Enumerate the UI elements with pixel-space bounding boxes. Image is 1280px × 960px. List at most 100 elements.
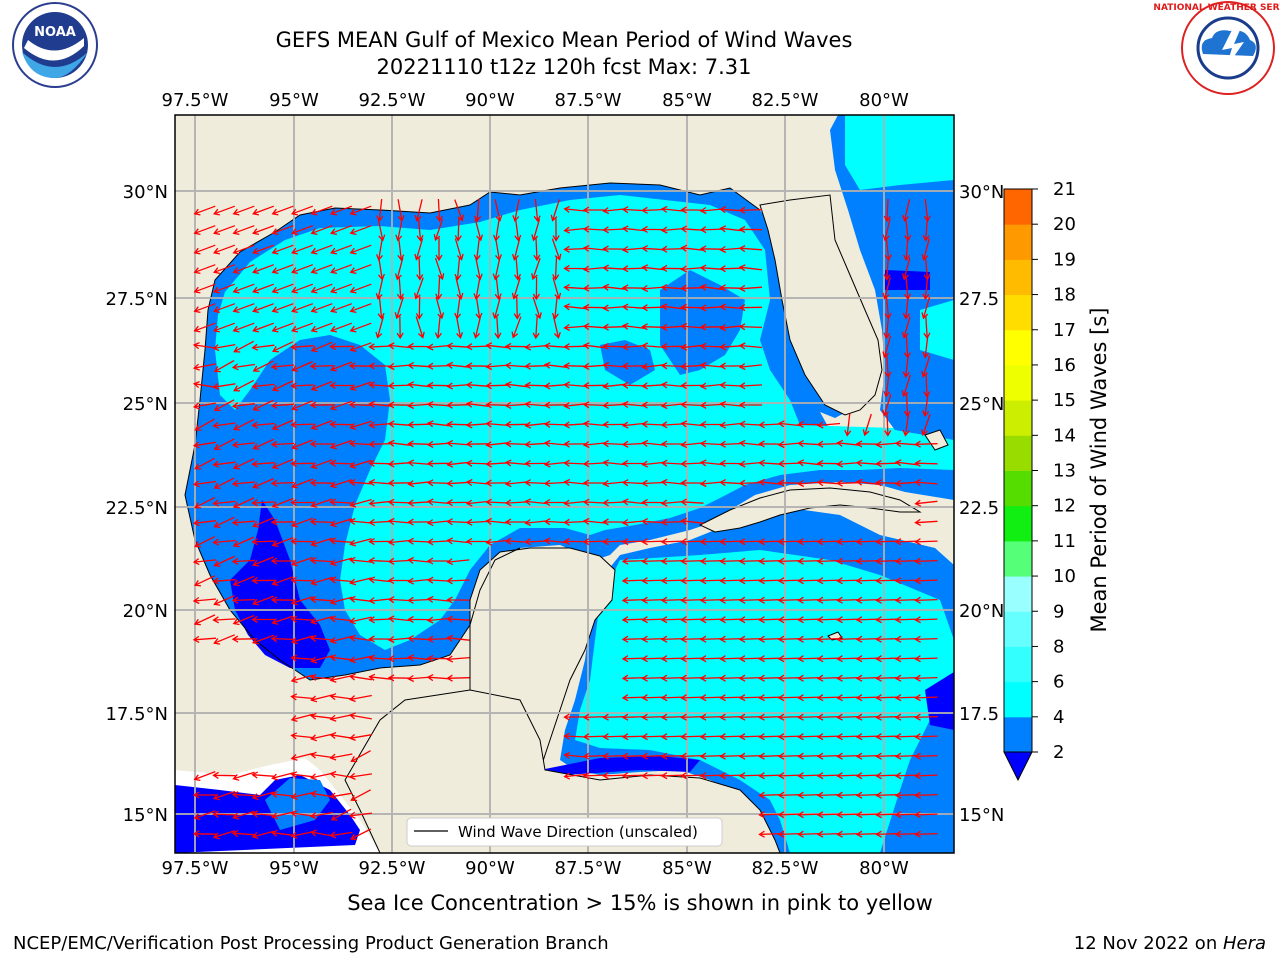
wind-arrow <box>680 713 704 721</box>
wind-arrow <box>797 577 821 585</box>
wind-arrow <box>212 421 236 429</box>
wind-arrow <box>387 635 412 644</box>
wind-arrow <box>563 205 587 213</box>
wind-arrow <box>192 363 216 371</box>
wind-arrow <box>777 674 802 682</box>
wind-arrow <box>309 829 333 837</box>
wind-arrow <box>582 323 607 331</box>
wind-arrow <box>330 283 353 294</box>
wind-arrow <box>894 596 919 604</box>
wind-arrow <box>231 441 255 449</box>
wind-arrow <box>797 557 821 565</box>
wind-arrow <box>348 694 372 703</box>
wind-arrow <box>271 283 294 294</box>
wind-arrow <box>368 673 392 681</box>
wind-arrow <box>582 420 607 428</box>
wind-arrow <box>641 401 665 409</box>
wind-arrow <box>699 616 724 624</box>
lat-label-right: 30°N <box>959 182 1004 203</box>
wind-arrow <box>465 440 490 448</box>
longitude-labels: 97.5°W 95°W 92.5°W 90°W 87.5°W 85°W 82.5… <box>162 90 909 879</box>
wind-arrow <box>290 460 314 468</box>
wind-arrow <box>231 635 256 643</box>
wind-arrow <box>758 596 782 604</box>
wind-arrow <box>836 674 860 682</box>
wind-arrow <box>394 257 404 281</box>
wind-arrow <box>914 733 938 741</box>
wind-arrow <box>758 635 782 643</box>
wind-arrow <box>348 401 373 409</box>
wind-arrow <box>494 315 502 340</box>
wind-arrow <box>329 674 353 683</box>
wind-arrow <box>524 381 548 389</box>
wind-arrow <box>387 517 412 526</box>
wind-arrow <box>407 615 431 623</box>
wind-arrow <box>309 751 333 759</box>
wind-arrow <box>641 538 665 546</box>
wind-arrow <box>414 238 424 261</box>
wind-arrow <box>797 655 821 663</box>
wind-arrow <box>914 616 938 624</box>
wind-arrow <box>855 791 880 799</box>
wind-arrow <box>621 538 646 546</box>
lon-label-bottom: 90°W <box>465 858 515 879</box>
wind-arrow <box>902 199 911 222</box>
wind-arrow <box>621 381 646 389</box>
wind-arrow <box>621 440 646 448</box>
lon-label-bottom: 87.5°W <box>555 858 622 879</box>
wind-arrow <box>875 440 899 449</box>
wind-arrow <box>621 265 646 273</box>
wind-arrow <box>524 519 548 527</box>
wind-arrow <box>699 577 724 585</box>
wind-arrow <box>291 264 314 275</box>
wind-arrow <box>543 439 568 448</box>
wind-arrow <box>914 478 938 487</box>
wind-arrow <box>291 244 314 255</box>
wind-arrow <box>251 615 275 624</box>
wind-arrow <box>270 440 295 448</box>
wind-arrow <box>563 402 587 410</box>
wind-arrow <box>407 459 431 467</box>
wind-arrow <box>426 635 451 643</box>
wind-arrow <box>504 381 528 389</box>
wind-arrow <box>511 238 521 261</box>
wind-arrow <box>232 303 255 314</box>
colorbar-segment <box>1004 646 1032 683</box>
wind-arrow <box>252 595 275 606</box>
wind-arrow <box>894 655 919 663</box>
wind-arrow <box>309 362 334 370</box>
wind-wave-arrows <box>192 198 938 841</box>
wind-arrow <box>271 244 294 255</box>
cuba-land <box>698 487 922 533</box>
wind-arrow <box>582 401 607 409</box>
wind-arrow <box>213 205 236 216</box>
wind-arrow <box>816 577 841 585</box>
wind-arrow <box>641 655 665 663</box>
wind-arrow <box>426 460 451 468</box>
wind-arrow <box>368 343 392 351</box>
wind-arrow <box>485 517 509 525</box>
wind-arrow <box>699 596 724 604</box>
wind-arrow <box>426 519 450 527</box>
wind-arrow <box>758 733 782 741</box>
wind-arrow <box>699 733 724 741</box>
wind-arrow <box>426 381 451 389</box>
wind-arrow <box>212 830 236 840</box>
wind-arrow <box>719 245 743 254</box>
wind-arrow <box>426 674 451 682</box>
wind-arrow <box>407 480 431 488</box>
wind-arrow <box>758 538 782 546</box>
wind-arrow <box>368 478 392 487</box>
wind-arrow <box>387 596 412 604</box>
wind-arrow <box>426 479 451 487</box>
wind-arrow <box>252 399 274 411</box>
wind-arrow <box>563 343 587 351</box>
wind-arrow <box>504 499 529 507</box>
wind-arrow <box>816 655 841 663</box>
wind-arrow <box>816 421 841 429</box>
wind-arrow <box>816 557 841 565</box>
wind-arrow <box>455 277 464 300</box>
wind-arrow <box>290 693 314 701</box>
wind-arrow <box>738 401 762 409</box>
wind-arrow <box>407 421 431 429</box>
